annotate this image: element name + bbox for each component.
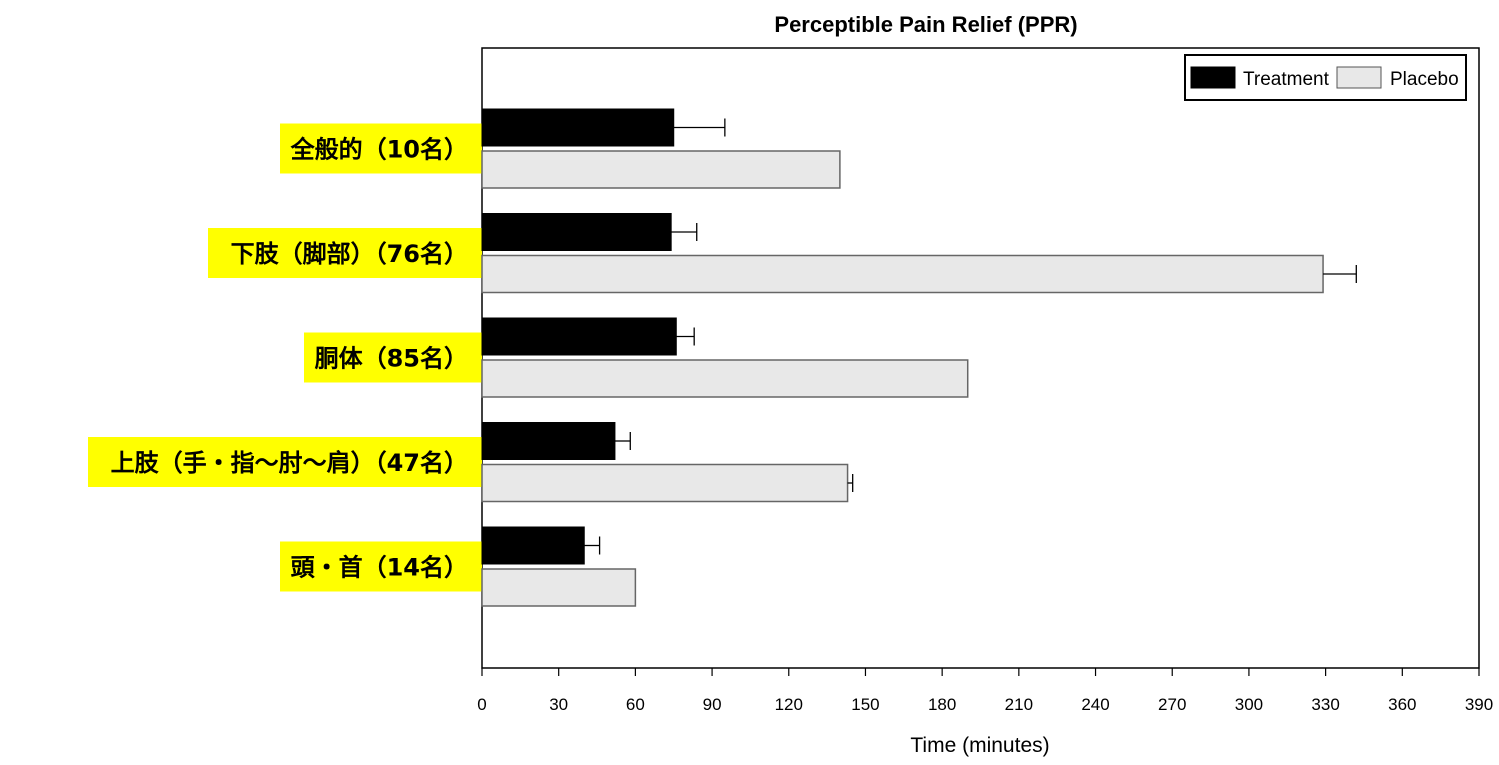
category-label-bg xyxy=(208,228,482,278)
x-tick-label: 360 xyxy=(1388,695,1416,714)
category-labels: 全般的（10名） 下肢（脚部）（76名） 胴体（85名） 上肢（手・指～肘～肩）（47… xyxy=(88,123,482,592)
legend-label-placebo: Placebo xyxy=(1390,69,1459,90)
x-tick-label: 390 xyxy=(1465,695,1493,714)
bar-placebo xyxy=(481,463,849,503)
x-tick-label: 60 xyxy=(626,695,645,714)
x-tick-label: 90 xyxy=(703,695,722,714)
category-label-bg xyxy=(88,437,482,487)
x-axis: 0 30 60 90 120 150 180 210 240 270 300 330 360 390 xyxy=(477,668,1493,714)
x-tick-label: 300 xyxy=(1235,695,1263,714)
x-tick-label: 120 xyxy=(775,695,803,714)
category-label: 下肢（脚部）（76名） xyxy=(231,240,468,268)
legend-swatch-placebo xyxy=(1336,66,1382,89)
bar-placebo xyxy=(481,150,841,189)
x-tick-label: 0 xyxy=(477,695,486,714)
x-tick-label: 210 xyxy=(1005,695,1033,714)
x-tick-label: 180 xyxy=(928,695,956,714)
x-tick-label: 150 xyxy=(851,695,879,714)
category-label: 胴体（85名） xyxy=(315,345,468,373)
legend-swatch-treatment xyxy=(1190,66,1236,89)
bar-placebo xyxy=(481,568,637,607)
chart-title: Perceptible Pain Relief (PPR) xyxy=(774,12,1077,37)
x-tick-label: 270 xyxy=(1158,695,1186,714)
legend: Treatment Placebo xyxy=(1184,54,1467,101)
x-tick-label: 240 xyxy=(1081,695,1109,714)
category-label-bg xyxy=(280,123,482,174)
x-tick-label: 330 xyxy=(1311,695,1339,714)
bar-treatment xyxy=(481,108,675,147)
bar-treatment xyxy=(481,526,585,565)
category-label: 頭・首（14名） xyxy=(291,554,468,582)
bar-treatment xyxy=(481,317,677,356)
category-label: 上肢（手・指～肘～肩）（47名） xyxy=(111,449,468,477)
x-tick-label: 30 xyxy=(549,695,568,714)
bar-treatment xyxy=(481,213,672,251)
category-label-bg xyxy=(280,541,482,592)
category-label: 全般的（10名） xyxy=(290,136,468,164)
bar-placebo xyxy=(481,254,1324,294)
bar-placebo xyxy=(481,359,969,398)
bar-treatment xyxy=(481,422,616,460)
category-label-bg xyxy=(304,332,482,383)
bars xyxy=(481,108,1357,607)
x-axis-label: Time (minutes) xyxy=(910,734,1049,757)
legend-label-treatment: Treatment xyxy=(1243,69,1330,90)
